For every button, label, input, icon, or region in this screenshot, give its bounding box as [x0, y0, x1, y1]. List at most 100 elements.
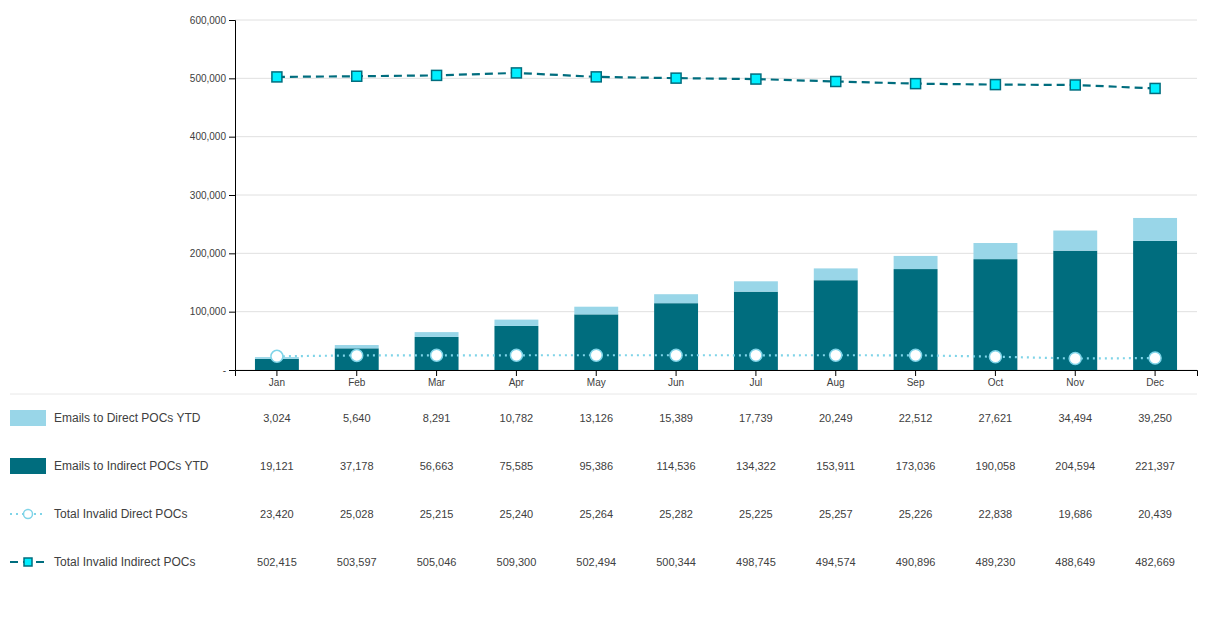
x-tick: Feb: [348, 370, 366, 388]
legend-swatch: [10, 458, 46, 474]
data-label: 19,686: [1058, 508, 1092, 520]
legend-label: Emails to Direct POCs YTD: [54, 411, 201, 425]
x-tick: Jan: [269, 370, 285, 388]
x-tick-mark: [276, 370, 277, 376]
bar: [654, 294, 698, 303]
data-label: 25,257: [819, 508, 853, 520]
bar: [734, 292, 778, 370]
x-tick-label: Dec: [1146, 377, 1164, 388]
bar: [973, 259, 1017, 370]
y-tick-label: 600,000: [190, 15, 227, 26]
x-tick-label: Oct: [988, 377, 1004, 388]
x-tick-mark: [516, 370, 517, 376]
marker: [590, 349, 602, 361]
bar: [1053, 251, 1097, 370]
x-tick-mark: [676, 370, 677, 376]
bar: [335, 345, 379, 348]
data-label: 505,046: [417, 556, 457, 568]
y-axis: -100,000200,000300,000400,000500,000600,…: [190, 15, 236, 376]
x-tick-label: Jun: [668, 377, 684, 388]
data-label: 502,494: [576, 556, 616, 568]
data-label: 25,028: [340, 508, 374, 520]
marker: [271, 350, 283, 362]
legend-label: Total Invalid Direct POCs: [54, 507, 187, 521]
data-label: 25,264: [579, 508, 613, 520]
data-label: 10,782: [500, 412, 534, 424]
y-tick-mark: [229, 195, 235, 196]
data-label: 22,838: [979, 508, 1013, 520]
legend-marker: [24, 510, 33, 519]
x-tick-label: Mar: [428, 377, 446, 388]
legend-icon: [10, 410, 46, 426]
data-label: 15,389: [659, 412, 693, 424]
y-tick: 100,000: [190, 306, 235, 317]
data-label: 95,386: [579, 460, 613, 472]
bar-series: [255, 241, 1177, 370]
marker: [671, 73, 681, 83]
data-label: 37,178: [340, 460, 374, 472]
legend-icon: [10, 510, 46, 519]
data-label: 13,126: [579, 412, 613, 424]
data-label: 5,640: [343, 412, 371, 424]
x-tick: Nov: [1066, 370, 1084, 388]
chart: -100,000200,000300,000400,000500,000600,…: [0, 0, 1212, 629]
x-axis-line: [236, 371, 1198, 377]
x-axis: JanFebMarAprMayJunJulAugSepOctNovDec: [236, 370, 1198, 388]
marker: [510, 349, 522, 361]
bar: [494, 320, 538, 326]
x-tick: Aug: [827, 370, 845, 388]
y-tick: -: [223, 365, 235, 376]
legend-icon: [10, 558, 46, 566]
y-tick-label: 400,000: [190, 131, 227, 142]
data-label: 490,896: [896, 556, 936, 568]
marker: [830, 349, 842, 361]
y-tick: 500,000: [190, 73, 235, 84]
legend-row: Total Invalid Indirect POCs502,415503,59…: [10, 555, 1175, 569]
grid-line: [235, 311, 1197, 312]
bar: [973, 243, 1017, 259]
marker: [751, 74, 761, 84]
x-tick: Apr: [509, 370, 525, 388]
legend-row: Total Invalid Direct POCs23,42025,02825,…: [10, 507, 1172, 521]
bar: [1133, 218, 1177, 241]
bar: [415, 337, 459, 370]
marker: [432, 70, 442, 80]
x-tick: Jul: [750, 370, 763, 388]
data-label: 488,649: [1055, 556, 1095, 568]
y-tick-mark: [229, 370, 235, 371]
data-label: 75,585: [500, 460, 534, 472]
marker: [272, 72, 282, 82]
data-label: 204,594: [1055, 460, 1095, 472]
marker: [831, 76, 841, 86]
bar: [415, 332, 459, 337]
grid-line: [235, 136, 1197, 137]
marks: [255, 68, 1177, 370]
x-tick: Oct: [988, 370, 1004, 388]
data-label: 25,226: [899, 508, 933, 520]
data-label: 173,036: [896, 460, 936, 472]
x-tick-mark: [995, 370, 996, 376]
data-label: 39,250: [1138, 412, 1172, 424]
data-label: 153,911: [816, 460, 855, 472]
y-tick: 600,000: [190, 15, 235, 26]
grid-line: [235, 20, 1197, 21]
legend-marker: [24, 558, 32, 566]
bar: [335, 348, 379, 370]
data-label: 500,344: [656, 556, 696, 568]
y-tick: 200,000: [190, 248, 235, 259]
data-label: 25,282: [659, 508, 693, 520]
grid-line: [235, 78, 1197, 79]
x-tick-mark: [915, 370, 916, 376]
grid: [235, 20, 1197, 370]
line: [277, 355, 1155, 358]
x-tick-label: Jan: [269, 377, 285, 388]
x-tick-label: Aug: [827, 377, 845, 388]
x-tick-mark: [1075, 370, 1076, 376]
grid-line: [235, 195, 1197, 196]
data-label: 25,240: [500, 508, 534, 520]
x-tick-label: Apr: [509, 377, 525, 388]
y-tick-mark: [229, 137, 235, 138]
marker: [670, 349, 682, 361]
line-series: [271, 349, 1161, 364]
x-tick-mark: [596, 370, 597, 376]
